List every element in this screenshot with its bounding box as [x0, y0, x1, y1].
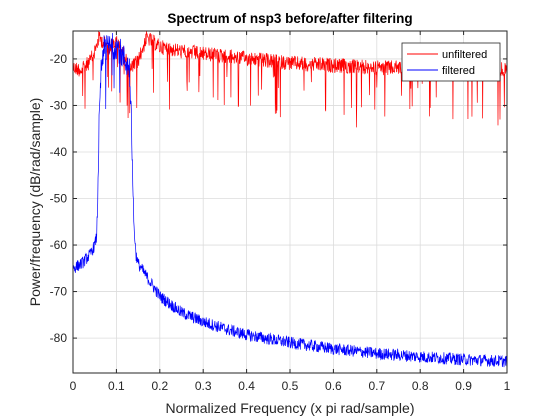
x-tick-label: 0.2 — [151, 379, 168, 393]
x-tick-label: 0.7 — [368, 379, 385, 393]
legend[interactable]: unfiltered filtered — [401, 42, 501, 82]
y-tick-label: -70 — [50, 285, 68, 299]
axis-ticks — [72, 31, 508, 373]
x-axis-label: Normalized Frequency (x pi rad/sample) — [166, 400, 415, 416]
legend-box — [401, 42, 501, 82]
tick-labels: 0 0.1 0.2 0.3 0.4 0.5 0.6 0.7 0.8 0.9 1 -80 -70 -60 -5… — [50, 52, 511, 393]
legend-label-filtered: filtered — [442, 65, 475, 77]
x-tick-label: 0.6 — [325, 379, 342, 393]
series-line-filtered — [73, 32, 507, 368]
y-tick-label: -30 — [50, 98, 68, 112]
y-tick-label: -80 — [50, 331, 68, 345]
x-tick-label: 0.1 — [108, 379, 125, 393]
y-tick-label: -60 — [50, 238, 68, 252]
x-tick-label: 0.9 — [455, 379, 472, 393]
x-tick-label: 0.8 — [412, 379, 429, 393]
chart-title: Spectrum of nsp3 before/after filtering — [167, 11, 412, 26]
x-tick-label: 0 — [70, 379, 77, 393]
grid — [72, 31, 508, 373]
x-tick-label: 0.4 — [238, 379, 255, 393]
x-tick-label: 1 — [504, 379, 511, 393]
y-tick-label: -50 — [50, 192, 68, 206]
y-axis-label: Power/frequency (dB/rad/sample) — [27, 98, 43, 307]
y-tick-label: -40 — [50, 145, 68, 159]
y-tick-label: -20 — [50, 52, 68, 66]
x-tick-label: 0.5 — [282, 379, 299, 393]
legend-label-unfiltered: unfiltered — [442, 49, 487, 61]
x-tick-label: 0.3 — [195, 379, 212, 393]
